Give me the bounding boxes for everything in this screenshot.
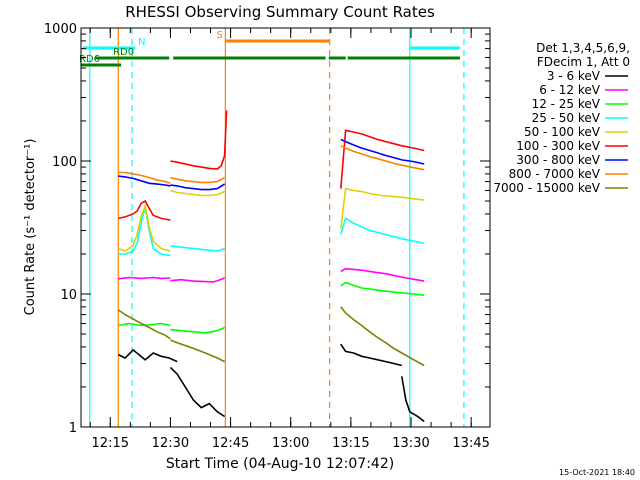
series-line-2-seg-2 xyxy=(340,281,425,296)
flag-label-RD0: RD0 xyxy=(113,47,134,58)
series-line-8-seg-0 xyxy=(117,309,171,340)
flag-label-RD6: RD6 xyxy=(79,54,100,65)
legend-label: 6 - 12 keV xyxy=(539,83,601,97)
series-line-4-seg-2 xyxy=(340,187,425,229)
series-line-8-seg-1 xyxy=(170,339,225,363)
x-tick-label: 13:00 xyxy=(272,436,309,451)
series-line-6-seg-1 xyxy=(170,183,226,191)
series-line-7-seg-2 xyxy=(340,145,425,171)
series-line-4-seg-1 xyxy=(170,189,225,197)
legend-label: 100 - 300 keV xyxy=(516,139,600,153)
series-line-7-seg-0 xyxy=(118,171,171,185)
series-line-2-seg-1 xyxy=(170,326,225,334)
series-line-1-seg-1 xyxy=(170,277,225,283)
series-line-3-seg-2 xyxy=(340,217,425,245)
legend-label: 3 - 6 keV xyxy=(547,69,601,83)
series-line-7-seg-1 xyxy=(170,176,225,184)
series-line-0-seg-1 xyxy=(169,366,226,418)
series-line-5-seg-0 xyxy=(118,199,171,221)
x-tick-label: 12:15 xyxy=(92,436,129,451)
series-line-4-seg-0 xyxy=(118,202,171,252)
series-line-3-seg-1 xyxy=(170,245,225,252)
plot-area: N S RD0 RD6 1 10 100 1000 12:15 12:30 12:45 13:00 13… xyxy=(44,22,628,451)
y-tick-label: 1000 xyxy=(44,22,77,37)
y-tick-label: 10 xyxy=(60,288,77,303)
legend-label: 50 - 100 keV xyxy=(524,125,601,139)
legend-header-1: Det 1,3,4,5,6,9, xyxy=(536,41,630,55)
legend-label: 300 - 800 keV xyxy=(516,153,600,167)
series-line-1-seg-0 xyxy=(118,276,171,280)
series-line-8-seg-2 xyxy=(340,306,425,367)
series-line-0-seg-3 xyxy=(401,376,425,423)
series-line-1-seg-2 xyxy=(340,267,425,282)
x-tick-label: 12:30 xyxy=(152,436,189,451)
y-tick-label: 1 xyxy=(69,421,77,436)
series-line-0-seg-0 xyxy=(117,348,178,363)
x-tick-label: 13:45 xyxy=(452,436,489,451)
legend-label: 12 - 25 keV xyxy=(532,97,601,111)
legend-header-2: FDecim 1, Att 0 xyxy=(537,55,630,69)
legend-label: 800 - 7000 keV xyxy=(509,167,601,181)
x-tick-label: 12:45 xyxy=(212,436,249,451)
x-axis-label: Start Time (04-Aug-10 12:07:42) xyxy=(166,456,394,472)
x-tick-label: 13:30 xyxy=(392,436,429,451)
series-line-2-seg-0 xyxy=(118,322,171,327)
chart-title: RHESSI Observing Summary Count Rates xyxy=(125,3,435,21)
series-line-5-seg-1 xyxy=(170,110,228,170)
flag-label-S: S xyxy=(217,30,223,41)
plot-frame xyxy=(80,27,491,428)
y-axis-label: Count Rate (s⁻¹ detector⁻¹) xyxy=(23,139,38,316)
series-line-6-seg-2 xyxy=(340,138,425,165)
flag-label-N: N xyxy=(138,37,145,48)
y-tick-label: 100 xyxy=(52,155,77,170)
legend-label: 7000 - 15000 keV xyxy=(493,181,600,195)
footer-date: 15-Oct-2021 18:40 xyxy=(559,468,635,477)
series-line-6-seg-0 xyxy=(118,175,171,187)
legend-label: 25 - 50 keV xyxy=(532,111,601,125)
series-line-0-seg-2 xyxy=(340,343,402,367)
series-line-5-seg-2 xyxy=(340,129,425,189)
x-tick-label: 13:15 xyxy=(332,436,369,451)
series-line-3-seg-0 xyxy=(118,206,171,257)
